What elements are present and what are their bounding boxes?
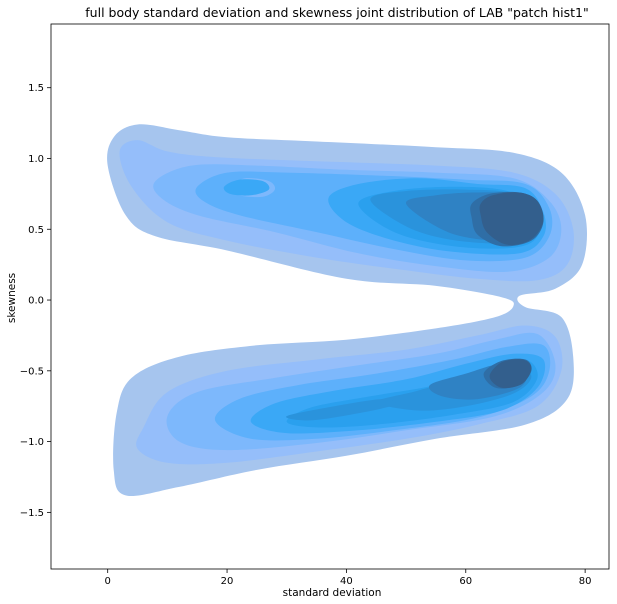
x-tick-label: 20: [221, 576, 234, 587]
kde-contours: [107, 124, 588, 497]
x-tick-label: 80: [579, 576, 592, 587]
x-tick-label: 0: [105, 576, 111, 587]
y-axis-label: skewness: [6, 273, 18, 323]
contour-level-10-region-2: [489, 359, 532, 389]
y-tick-label: 1.0: [28, 154, 44, 165]
x-tick-label: 60: [459, 576, 472, 587]
x-tick-label: 40: [340, 576, 353, 587]
contour-level-5-region-1: [223, 179, 270, 196]
y-tick-label: −1.5: [20, 508, 44, 519]
x-axis-ticks: 0 20 40 60 80: [105, 569, 592, 587]
y-tick-label: −0.5: [20, 366, 44, 377]
chart-title: full body standard deviation and skewnes…: [85, 5, 588, 20]
y-tick-label: −1.0: [20, 437, 44, 448]
contour-level-10-region-1: [479, 192, 544, 246]
y-tick-label: 0.0: [28, 296, 44, 307]
plot-frame: [50, 23, 610, 570]
x-axis-label: standard deviation: [283, 587, 382, 599]
y-axis-ticks: −1.5 −1.0 −0.5 0.0 0.5 1.0 1.5: [20, 83, 51, 519]
y-tick-label: 1.5: [28, 83, 44, 94]
y-tick-label: 0.5: [28, 225, 44, 236]
contour-level-7-region-3: [286, 399, 396, 421]
